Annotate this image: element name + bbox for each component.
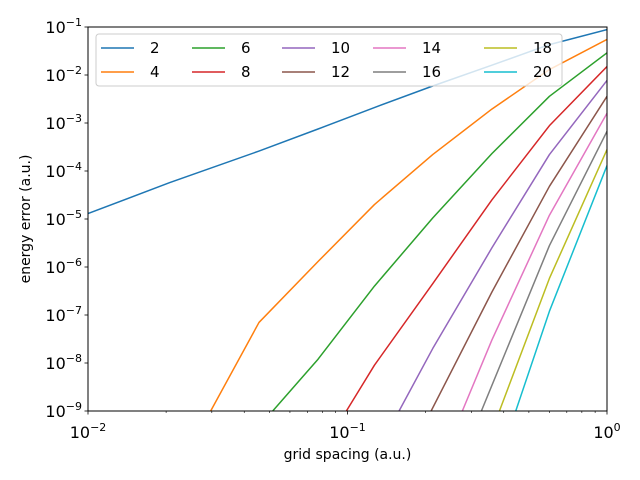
y-tick-label: 10−9 — [45, 400, 82, 421]
series-line-10 — [398, 79, 607, 411]
legend-label-12: 12 — [331, 63, 350, 81]
y-tick-label: 10−4 — [45, 160, 82, 181]
series-line-8 — [345, 66, 607, 411]
series-line-20 — [515, 165, 607, 411]
y-tick-label: 10−5 — [45, 208, 82, 229]
x-tick-label: 100 — [593, 421, 620, 442]
legend-label-2: 2 — [150, 39, 160, 57]
y-tick-label: 10−7 — [45, 304, 82, 325]
series-line-12 — [430, 95, 607, 411]
x-tick-label: 10−2 — [70, 421, 107, 442]
y-axis: 10−9 10−8 10−7 10−6 10−5 10−4 10−3 10−2 10−1 — [45, 16, 88, 421]
series-line-14 — [461, 112, 607, 411]
legend-label-18: 18 — [533, 39, 552, 57]
legend-frame — [95, 33, 563, 87]
x-tick-label: 10−1 — [329, 421, 366, 442]
y-tick-label: 10−2 — [45, 64, 82, 85]
legend: 2 4 6 8 10 12 14 16 18 20 — [95, 33, 563, 87]
legend-label-14: 14 — [422, 39, 441, 57]
legend-label-10: 10 — [331, 39, 350, 57]
legend-label-6: 6 — [241, 39, 251, 57]
series-line-16 — [480, 131, 607, 411]
x-axis-label: grid spacing (a.u.) — [284, 447, 412, 463]
legend-label-8: 8 — [241, 63, 251, 81]
series-layer — [88, 28, 607, 411]
y-tick-label: 10−8 — [45, 352, 82, 373]
x-axis: 10−2 10−1 100 — [70, 411, 621, 442]
y-tick-label: 10−1 — [45, 16, 82, 37]
series-line-6 — [272, 52, 607, 411]
y-axis-label: energy error (a.u.) — [18, 155, 34, 284]
legend-label-4: 4 — [150, 63, 160, 81]
y-tick-label: 10−6 — [45, 256, 82, 277]
y-tick-label: 10−3 — [45, 112, 82, 133]
legend-label-20: 20 — [533, 63, 552, 81]
series-line-18 — [498, 149, 607, 411]
legend-label-16: 16 — [422, 63, 441, 81]
